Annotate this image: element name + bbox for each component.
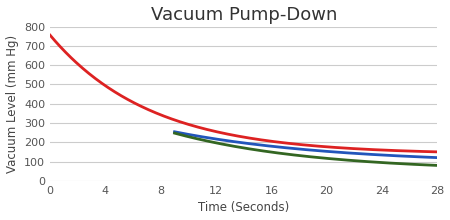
Y-axis label: Vacuum Level (mm Hg): Vacuum Level (mm Hg) bbox=[5, 35, 18, 173]
Title: Vacuum Pump-Down: Vacuum Pump-Down bbox=[150, 6, 337, 24]
X-axis label: Time (Seconds): Time (Seconds) bbox=[198, 202, 289, 214]
